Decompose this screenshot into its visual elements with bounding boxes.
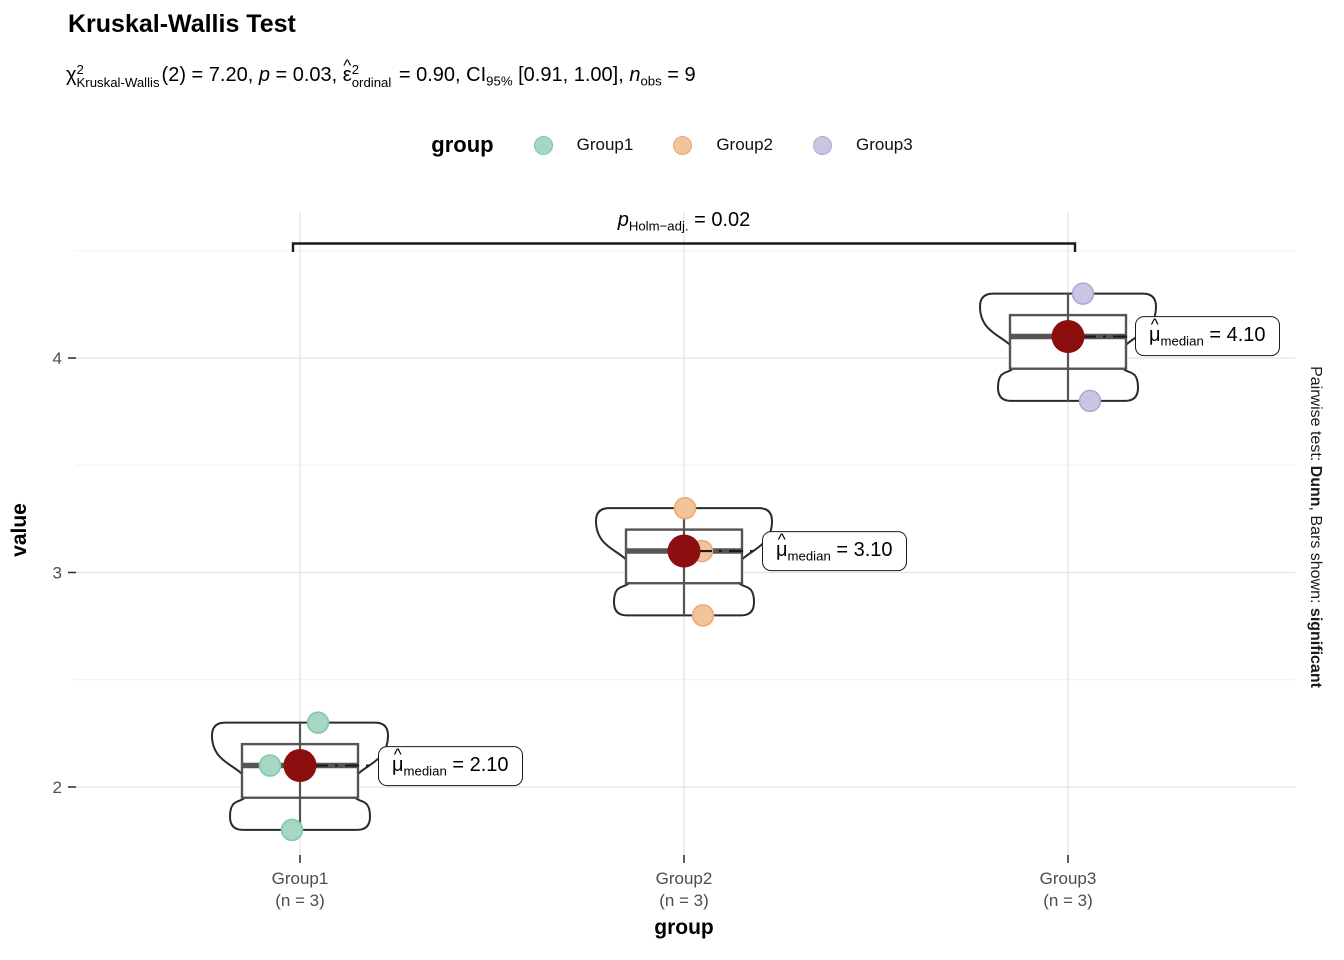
data-point-group3 [1071, 282, 1095, 305]
data-point-group2 [691, 604, 715, 627]
x-tick-label: Group2 [656, 869, 713, 888]
mu-hat: ^ μ [776, 529, 788, 562]
legend-item-group2: Group2 [673, 135, 773, 155]
pairwise-bracket [291, 242, 1077, 252]
group3-dot-icon [813, 135, 833, 155]
x-tick-label-n: (n = 3) [659, 891, 709, 910]
y-axis-title: value [8, 503, 31, 557]
y-tick-label: 3 [53, 564, 62, 583]
epsilon-hat: ^ ε [342, 55, 352, 86]
legend-label: Group2 [716, 135, 774, 154]
x-tick-label: Group3 [1040, 869, 1097, 888]
chi-symbol: χ [66, 64, 77, 86]
pairwise-caption: Pairwise test: Dunn, Bars shown: signifi… [1307, 366, 1324, 688]
legend-title: group [431, 132, 494, 157]
x-axis-title: group [654, 916, 714, 939]
mu-hat: ^ μ [392, 744, 404, 777]
median-point-group2 [667, 534, 701, 568]
data-point-group1 [306, 711, 330, 734]
group2-dot-icon [673, 135, 693, 155]
x-tick-label: Group1 [272, 869, 329, 888]
pairwise-p-label: pHolm−adj. = 0.02 [617, 209, 751, 234]
plot-subtitle: χ 2 Kruskal-Wallis (2) = 7.20, p = 0.03, ^ ε… [66, 56, 696, 94]
median-point-group3 [1051, 320, 1085, 354]
y-tick-label: 4 [53, 349, 62, 368]
median-label-group2: ^ μmedian = 3.10 [762, 529, 907, 571]
median-label-group1: ^ μmedian = 2.10 [378, 744, 523, 786]
chi-supsub: 2 Kruskal-Wallis [76, 61, 160, 90]
legend-item-group3: Group3 [813, 135, 913, 155]
legend: group Group1 Group2 Group3 [0, 132, 1344, 158]
legend-item-group1: Group1 [533, 135, 634, 155]
data-point-group1 [280, 818, 304, 842]
plot-title: Kruskal-Wallis Test [68, 10, 296, 38]
mu-hat: ^ μ [1149, 314, 1161, 347]
median-label-group3: ^ μmedian = 4.10 [1135, 314, 1280, 356]
legend-label: Group1 [576, 135, 634, 154]
x-tick-label-n: (n = 3) [275, 891, 325, 910]
median-point-group1 [283, 749, 317, 783]
data-point-group3 [1078, 389, 1102, 413]
epsilon-supsub: 2 ordinal [351, 61, 392, 90]
n-symbol: n [629, 64, 641, 86]
x-tick-label-n: (n = 3) [1043, 891, 1093, 910]
legend-label: Group3 [856, 135, 913, 154]
y-tick-label: 2 [53, 778, 62, 797]
data-point-group1 [258, 754, 282, 777]
p-symbol: p [258, 64, 270, 86]
data-point-group2 [673, 496, 697, 520]
ci-subscript: 95% [486, 73, 513, 89]
group1-dot-icon [533, 135, 553, 155]
